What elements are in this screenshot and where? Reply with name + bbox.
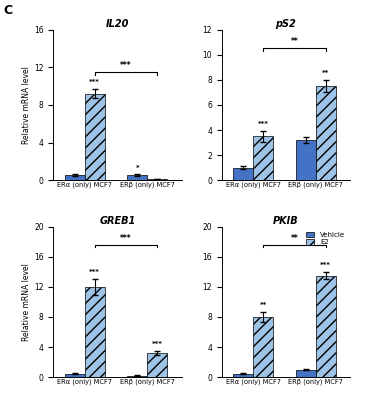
Text: **: **	[291, 37, 298, 46]
Bar	[65, 175, 85, 180]
Bar	[296, 140, 316, 180]
Bar	[253, 317, 273, 377]
Text: C: C	[4, 4, 13, 17]
Text: ***: ***	[89, 269, 100, 275]
Bar	[296, 370, 316, 377]
Text: **: **	[291, 234, 298, 243]
Bar	[316, 86, 335, 180]
Y-axis label: Relative mRNA level: Relative mRNA level	[22, 263, 31, 341]
Title: IL20: IL20	[106, 19, 129, 29]
Bar	[85, 94, 105, 180]
Text: *: *	[135, 165, 139, 171]
Text: ***: ***	[152, 341, 163, 347]
Y-axis label: Relative mRNA level: Relative mRNA level	[22, 66, 31, 144]
Text: ***: ***	[120, 61, 132, 70]
Text: ***: ***	[89, 79, 100, 85]
Bar	[127, 376, 147, 377]
Text: ***: ***	[120, 234, 132, 243]
Title: GREB1: GREB1	[99, 216, 136, 226]
Bar	[316, 276, 335, 377]
Bar	[253, 136, 273, 180]
Bar	[65, 374, 85, 377]
Text: **: **	[260, 302, 267, 308]
Bar	[233, 168, 253, 180]
Bar	[147, 353, 167, 377]
Bar	[85, 287, 105, 377]
Title: PKIB: PKIB	[273, 216, 299, 226]
Legend: Vehicle, E2: Vehicle, E2	[305, 230, 346, 247]
Text: **: **	[322, 70, 329, 76]
Bar	[147, 179, 167, 180]
Bar	[233, 374, 253, 377]
Bar	[127, 175, 147, 180]
Text: ***: ***	[320, 262, 331, 268]
Title: pS2: pS2	[276, 19, 296, 29]
Text: ***: ***	[258, 121, 269, 127]
